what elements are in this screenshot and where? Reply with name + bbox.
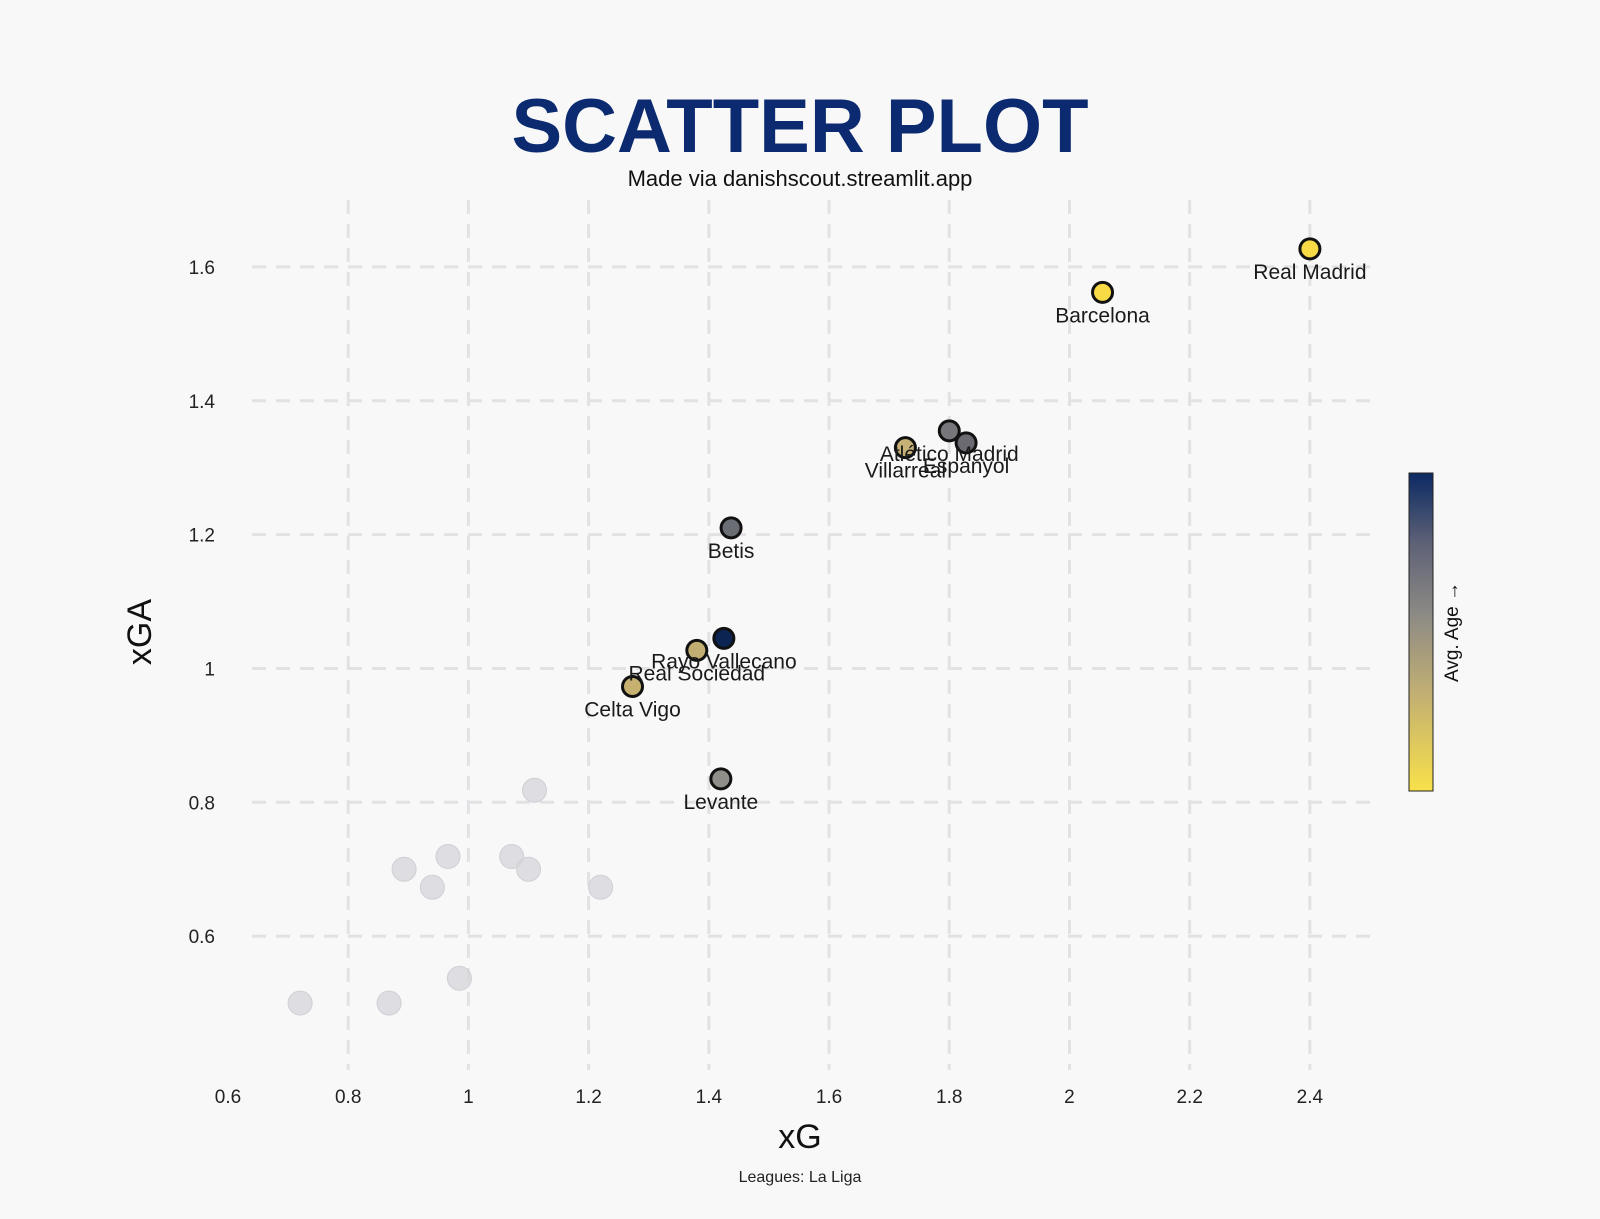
point-label-levante: Levante bbox=[683, 791, 758, 814]
point-real-madrid bbox=[1298, 237, 1322, 261]
point-label-real-sociedad: Real Sociedad bbox=[629, 662, 766, 685]
colorbar-label: Avg. Age → bbox=[1442, 582, 1463, 682]
background-point bbox=[446, 965, 472, 991]
chart-title: SCATTER PLOT bbox=[511, 84, 1088, 169]
x-tick-label: 0.8 bbox=[335, 1087, 361, 1108]
chart-footer: Leagues: La Liga bbox=[739, 1169, 862, 1186]
point-label-betis: Betis bbox=[708, 540, 755, 563]
point-label-espanyol: Espanyol bbox=[923, 455, 1009, 478]
point-villarreal bbox=[893, 436, 917, 460]
x-tick-label: 1.2 bbox=[575, 1087, 601, 1108]
y-tick-label: 1.6 bbox=[189, 258, 215, 279]
x-tick-label: 2.2 bbox=[1176, 1087, 1202, 1108]
point-celta-vigo bbox=[621, 675, 645, 699]
x-tick-label: 1 bbox=[463, 1087, 474, 1108]
background-point bbox=[588, 874, 614, 900]
background-point bbox=[499, 844, 525, 870]
point-rayo-vallecano bbox=[712, 626, 736, 650]
chart-subtitle: Made via danishscout.streamlit.app bbox=[628, 166, 973, 191]
x-axis-label: xG bbox=[778, 1118, 821, 1156]
point-label-real-madrid: Real Madrid bbox=[1253, 261, 1366, 284]
point-labels: Real Madrid Barcelona Atlético MadridEspan… bbox=[584, 261, 1366, 814]
y-axis-label: xGA bbox=[121, 599, 159, 665]
y-tick-label: 1.2 bbox=[189, 526, 215, 547]
y-tick-label: 1 bbox=[204, 659, 215, 680]
point-label-atletico-madrid: Atlético Madrid bbox=[880, 443, 1019, 466]
x-tick-label: 1.4 bbox=[696, 1087, 723, 1108]
point-label-celta-vigo: Celta Vigo bbox=[584, 699, 681, 722]
x-tick-label: 2.4 bbox=[1297, 1087, 1324, 1108]
point-label-villarreal: Villarreal bbox=[865, 460, 946, 483]
background-point bbox=[419, 874, 445, 900]
point-barcelona bbox=[1091, 280, 1115, 304]
background-point bbox=[391, 856, 417, 882]
y-axis-ticks: 0.6 0.8 1 1.2 1.4 1.6 bbox=[189, 258, 216, 948]
point-betis bbox=[719, 516, 743, 540]
point-label-barcelona: Barcelona bbox=[1055, 304, 1150, 327]
point-real-sociedad bbox=[685, 638, 709, 662]
colorbar bbox=[1408, 472, 1434, 792]
background-point bbox=[376, 990, 402, 1016]
x-tick-label: 0.6 bbox=[215, 1087, 241, 1108]
x-axis-ticks: 0.6 0.8 1 1.2 1.4 1.6 1.8 2 2.2 2.4 bbox=[215, 1087, 1324, 1108]
y-tick-label: 0.8 bbox=[189, 793, 215, 814]
point-espanyol bbox=[954, 431, 978, 455]
grid bbox=[252, 200, 1370, 1070]
point-atletico-madrid bbox=[937, 419, 961, 443]
background-point bbox=[522, 777, 548, 803]
x-tick-label: 1.6 bbox=[816, 1087, 842, 1108]
background-point bbox=[516, 856, 542, 882]
background-point bbox=[287, 990, 313, 1016]
y-tick-label: 0.6 bbox=[189, 927, 215, 948]
y-tick-label: 1.4 bbox=[189, 392, 216, 413]
x-tick-label: 2 bbox=[1064, 1087, 1075, 1108]
background-points bbox=[287, 777, 614, 1016]
x-tick-label: 1.8 bbox=[936, 1087, 962, 1108]
background-point bbox=[435, 844, 461, 870]
point-levante bbox=[709, 767, 733, 791]
point-label-rayo-vallecano: Rayo Vallecano bbox=[651, 650, 797, 673]
highlighted-points bbox=[621, 237, 1322, 791]
